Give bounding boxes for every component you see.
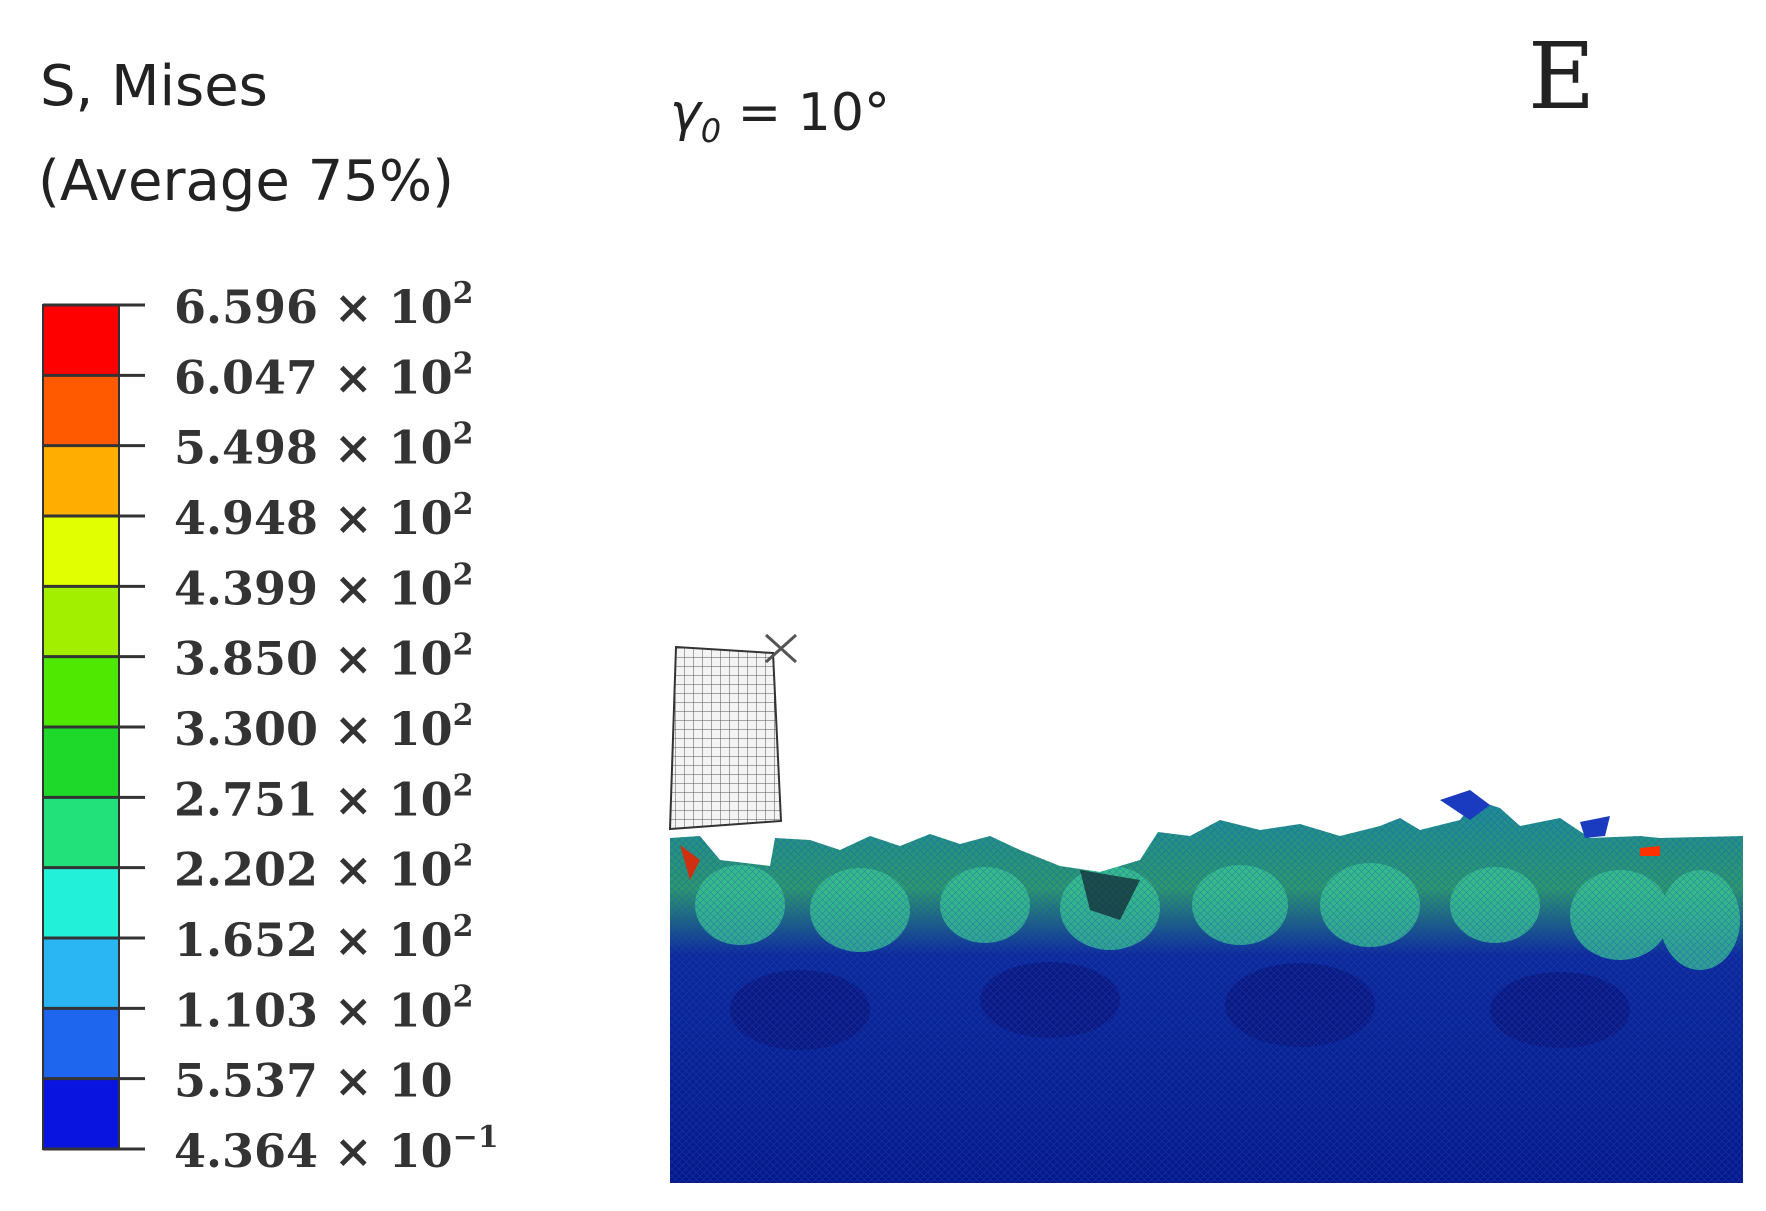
- angle-text: = 10°: [721, 83, 890, 143]
- color-band: [43, 727, 119, 798]
- label-base: 3.850 × 10: [174, 632, 453, 686]
- legend-title: S, Mises: [40, 54, 268, 119]
- legend-label: 2.751 × 102: [174, 768, 474, 826]
- label-base: 4.948 × 10: [174, 491, 453, 545]
- label-base: 1.652 × 10: [174, 913, 453, 967]
- angle-subscript: 0: [701, 112, 721, 150]
- label-exponent: 2: [453, 839, 474, 874]
- label-exponent: 2: [453, 768, 474, 803]
- color-band: [43, 1078, 119, 1150]
- color-band: [43, 586, 119, 658]
- legend-label: 1.103 × 102: [174, 979, 474, 1037]
- color-band: [43, 305, 119, 376]
- legend-label: 4.948 × 102: [174, 487, 474, 545]
- legend-title: (Average 75%): [38, 149, 454, 214]
- legend-label: 4.364 × 10−1: [174, 1120, 499, 1178]
- label-exponent: −1: [453, 1120, 499, 1155]
- color-band: [43, 867, 119, 939]
- label-exponent: 2: [453, 979, 474, 1014]
- panel-label: E: [1528, 23, 1595, 130]
- color-band: [43, 1008, 119, 1080]
- label-base: 2.202 × 10: [174, 843, 453, 897]
- label-exponent: 2: [453, 346, 474, 381]
- label-base: 3.300 × 10: [174, 702, 453, 756]
- label-base: 4.399 × 10: [174, 561, 453, 615]
- color-band: [43, 797, 119, 869]
- label-exponent: 2: [453, 628, 474, 663]
- label-base: 6.596 × 10: [174, 280, 453, 334]
- legend-label: 6.596 × 102: [174, 276, 474, 334]
- legend-label: 5.498 × 102: [174, 417, 474, 475]
- legend-label: 1.652 × 102: [174, 909, 474, 967]
- color-band: [43, 516, 119, 587]
- angle-symbol: γ: [670, 83, 704, 143]
- label-base: 4.364 × 10: [174, 1124, 453, 1178]
- label-exponent: 2: [453, 557, 474, 592]
- label-base: 5.498 × 10: [174, 421, 453, 475]
- legend-label: 4.399 × 102: [174, 557, 474, 615]
- angle-label: γ0 = 10°: [670, 83, 890, 150]
- legend-label: 2.202 × 102: [174, 839, 474, 897]
- color-band: [43, 375, 119, 447]
- label-exponent: 2: [453, 909, 474, 944]
- workpiece: [670, 800, 1743, 1183]
- simulation: [668, 633, 1743, 1183]
- tool: [668, 633, 798, 831]
- label-exponent: 2: [453, 276, 474, 311]
- label-exponent: 2: [453, 487, 474, 522]
- legend-label: 6.047 × 102: [174, 346, 474, 404]
- legend-label: 3.850 × 102: [174, 628, 474, 686]
- label-exponent: 2: [453, 698, 474, 733]
- label-base: 6.047 × 10: [174, 350, 453, 404]
- color-band: [43, 445, 119, 517]
- label-base: 5.537 × 10: [174, 1054, 453, 1108]
- color-band: [43, 938, 119, 1009]
- label-base: 2.751 × 10: [174, 772, 453, 826]
- legend-label: 3.300 × 102: [174, 698, 474, 756]
- label-base: 1.103 × 10: [174, 983, 453, 1037]
- color-band: [43, 656, 119, 728]
- legend-label: 5.537 × 10: [174, 1054, 453, 1108]
- label-exponent: 2: [453, 417, 474, 452]
